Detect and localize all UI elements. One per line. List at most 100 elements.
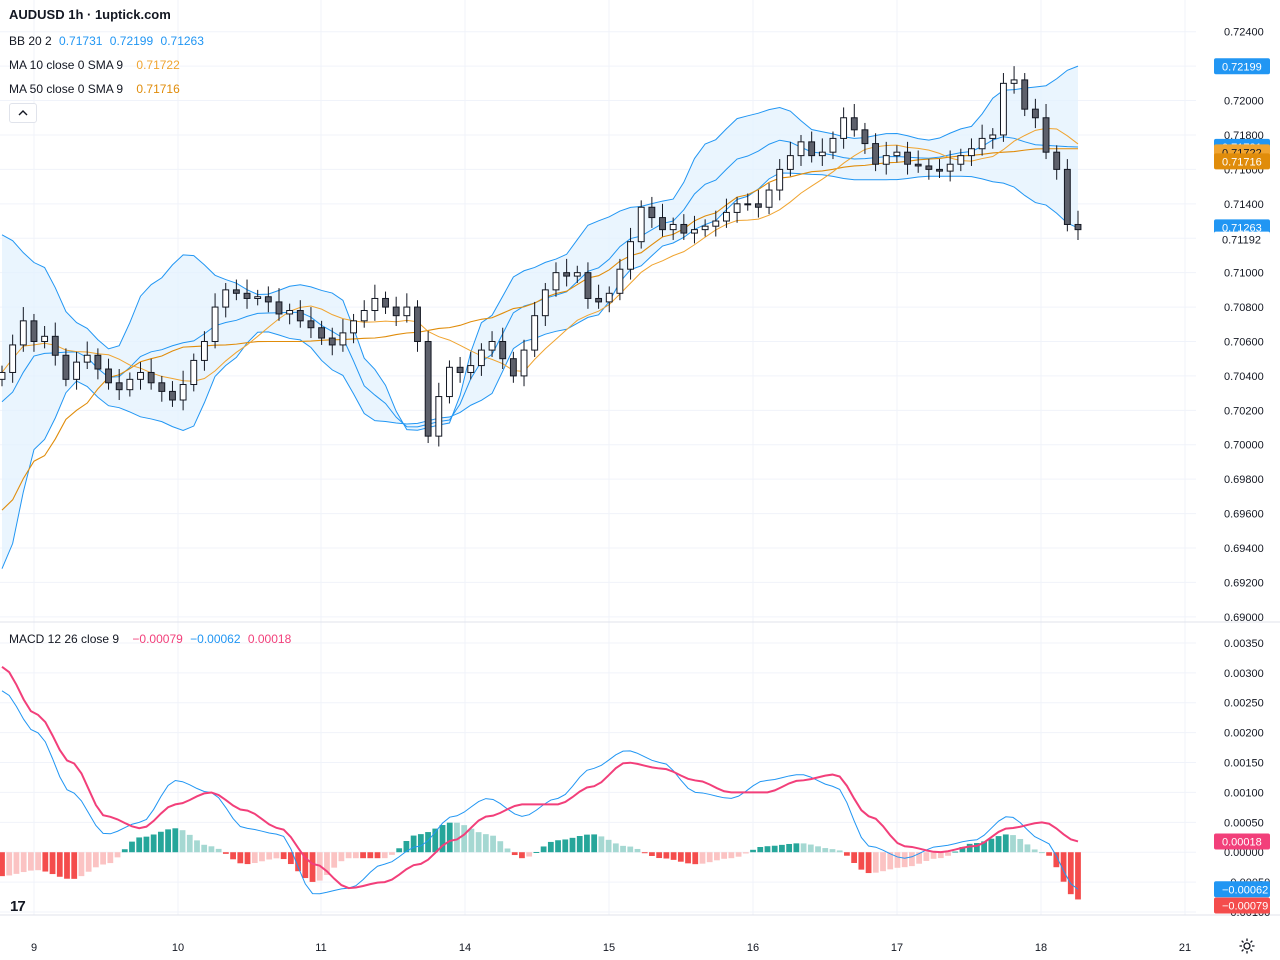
bb-lower-line bbox=[1, 172, 1079, 569]
macd-histogram-bar bbox=[533, 851, 540, 853]
candle-body bbox=[446, 366, 453, 398]
chart-title-legend: AUDUSD 1h · 1uptick.com bbox=[9, 8, 175, 22]
candle-body bbox=[563, 272, 571, 277]
bb-legend[interactable]: BB 20 2 0.71731 0.72199 0.71263 bbox=[9, 34, 208, 48]
macd-tick-label: 0.00100 bbox=[1224, 787, 1264, 799]
macd-signal-legend-value: 0.00018 bbox=[247, 632, 292, 646]
time-axis[interactable]: 9 10 11 14 15 16 17 18 21 bbox=[31, 942, 1191, 954]
bb-upper-value: 0.72199 bbox=[109, 34, 154, 48]
macd-histogram-bar bbox=[114, 852, 121, 858]
tradingview-logo-icon[interactable]: 17 bbox=[10, 898, 26, 915]
candle-body bbox=[1010, 79, 1018, 84]
candle-body bbox=[701, 225, 709, 231]
macd-histogram-bar bbox=[793, 843, 800, 853]
macd-histogram-bar bbox=[569, 837, 576, 853]
candle-body bbox=[850, 117, 858, 131]
candle-body bbox=[499, 340, 507, 360]
macd-histogram-bar bbox=[92, 852, 99, 868]
macd-histogram-bar bbox=[829, 849, 836, 853]
candle-body bbox=[403, 306, 411, 317]
candle-body bbox=[520, 349, 528, 377]
macd-histogram-bar bbox=[764, 846, 771, 853]
macd-legend-label: MACD 12 26 close 9 bbox=[9, 632, 120, 646]
macd-histogram-bar bbox=[779, 844, 785, 853]
macd-histogram-bar bbox=[280, 852, 287, 860]
time-tick-label: 16 bbox=[747, 942, 759, 954]
candle-body bbox=[680, 223, 688, 234]
macd-histogram-bar bbox=[981, 841, 988, 853]
candle-body bbox=[808, 141, 816, 157]
macd-hist-price-label: 0.00018 bbox=[1222, 836, 1262, 848]
macd-line-price-label: −0.00062 bbox=[1222, 884, 1268, 896]
candle-body bbox=[840, 117, 848, 139]
price-tick-label: 0.70600 bbox=[1224, 336, 1264, 348]
macd-histogram-bar bbox=[923, 852, 930, 861]
macd-histogram-bar bbox=[1002, 834, 1009, 853]
macd-tick-label: 0.00000 bbox=[1224, 847, 1264, 859]
macd-signal-price-label-bg bbox=[1214, 897, 1270, 914]
price-tick-label: 0.69000 bbox=[1224, 612, 1264, 624]
macd-histogram-bar bbox=[1010, 835, 1016, 853]
collapse-legend-button[interactable] bbox=[9, 103, 37, 123]
candle-body bbox=[169, 390, 176, 401]
macd-histogram-bar bbox=[677, 852, 684, 862]
macd-histogram-bar bbox=[757, 847, 764, 853]
candle-body bbox=[712, 220, 720, 227]
candle-body bbox=[744, 203, 752, 206]
chart-title: AUDUSD 1h · 1uptick.com bbox=[9, 7, 171, 22]
ma10-legend[interactable]: MA 10 close 0 SMA 9 0.71722 bbox=[9, 58, 184, 72]
macd-histogram-bar bbox=[49, 852, 56, 875]
bb-basis-value: 0.71731 bbox=[59, 34, 103, 48]
macd-histogram-bar bbox=[324, 852, 330, 875]
candle-body bbox=[637, 206, 645, 243]
macd-histogram-bar bbox=[259, 852, 265, 862]
macd-histogram-bar bbox=[222, 852, 229, 854]
macd-pane[interactable] bbox=[0, 666, 1081, 900]
macd-histogram-bar bbox=[771, 845, 778, 853]
candle-body bbox=[989, 134, 997, 139]
price-tick-label: 0.72400 bbox=[1224, 27, 1264, 39]
macd-histogram-bar bbox=[836, 850, 843, 853]
time-tick-label: 10 bbox=[172, 942, 184, 954]
gear-icon[interactable] bbox=[1238, 937, 1256, 955]
macd-histogram-bar bbox=[692, 852, 699, 865]
candle-body bbox=[339, 332, 347, 346]
price-tick-label: 0.70400 bbox=[1224, 371, 1264, 383]
candle-body bbox=[200, 340, 208, 361]
ma50-legend-label: MA 50 close 0 SMA 9 bbox=[9, 82, 124, 96]
ma50-legend[interactable]: MA 50 close 0 SMA 9 0.71716 bbox=[9, 82, 184, 96]
macd-histogram-bar bbox=[13, 852, 20, 874]
macd-histogram-bar bbox=[988, 838, 995, 853]
macd-histogram-bar bbox=[750, 849, 756, 853]
macd-histogram-bar bbox=[42, 852, 49, 872]
macd-legend[interactable]: MACD 12 26 close 9 −0.00079 −0.00062 0.0… bbox=[9, 632, 295, 646]
candle-body bbox=[648, 206, 656, 219]
macd-histogram-bar bbox=[287, 852, 294, 865]
macd-histogram-bar bbox=[786, 843, 793, 853]
macd-histogram-bar bbox=[71, 852, 78, 879]
ma10-value: 0.71722 bbox=[136, 58, 180, 72]
candle-body bbox=[893, 151, 901, 157]
bb-upper-price-label: 0.72199 bbox=[1222, 61, 1262, 73]
price-tick-label: 0.70200 bbox=[1224, 405, 1264, 417]
macd-histogram-bar bbox=[100, 852, 106, 865]
macd-histogram-bar bbox=[807, 844, 814, 853]
macd-histogram-bar bbox=[302, 852, 309, 879]
macd-histogram-bar bbox=[381, 852, 388, 859]
macd-signal-price-label: −0.00079 bbox=[1222, 900, 1268, 912]
macd-histogram-bar bbox=[887, 852, 894, 870]
macd-histogram-bar bbox=[417, 834, 424, 853]
price-pane[interactable] bbox=[0, 65, 1082, 569]
macd-histogram-bar bbox=[735, 852, 742, 857]
macd-histogram-bar bbox=[612, 843, 619, 853]
candle-body bbox=[232, 289, 240, 294]
macd-histogram-bar bbox=[403, 840, 410, 853]
macd-histogram-bar bbox=[295, 852, 301, 872]
candle-body bbox=[222, 289, 230, 308]
last-price-label-bg bbox=[1214, 231, 1270, 248]
macd-histogram-bar bbox=[78, 852, 85, 877]
macd-histogram-bar bbox=[410, 835, 417, 853]
candle-body bbox=[1063, 168, 1071, 225]
candle-body bbox=[999, 82, 1007, 136]
